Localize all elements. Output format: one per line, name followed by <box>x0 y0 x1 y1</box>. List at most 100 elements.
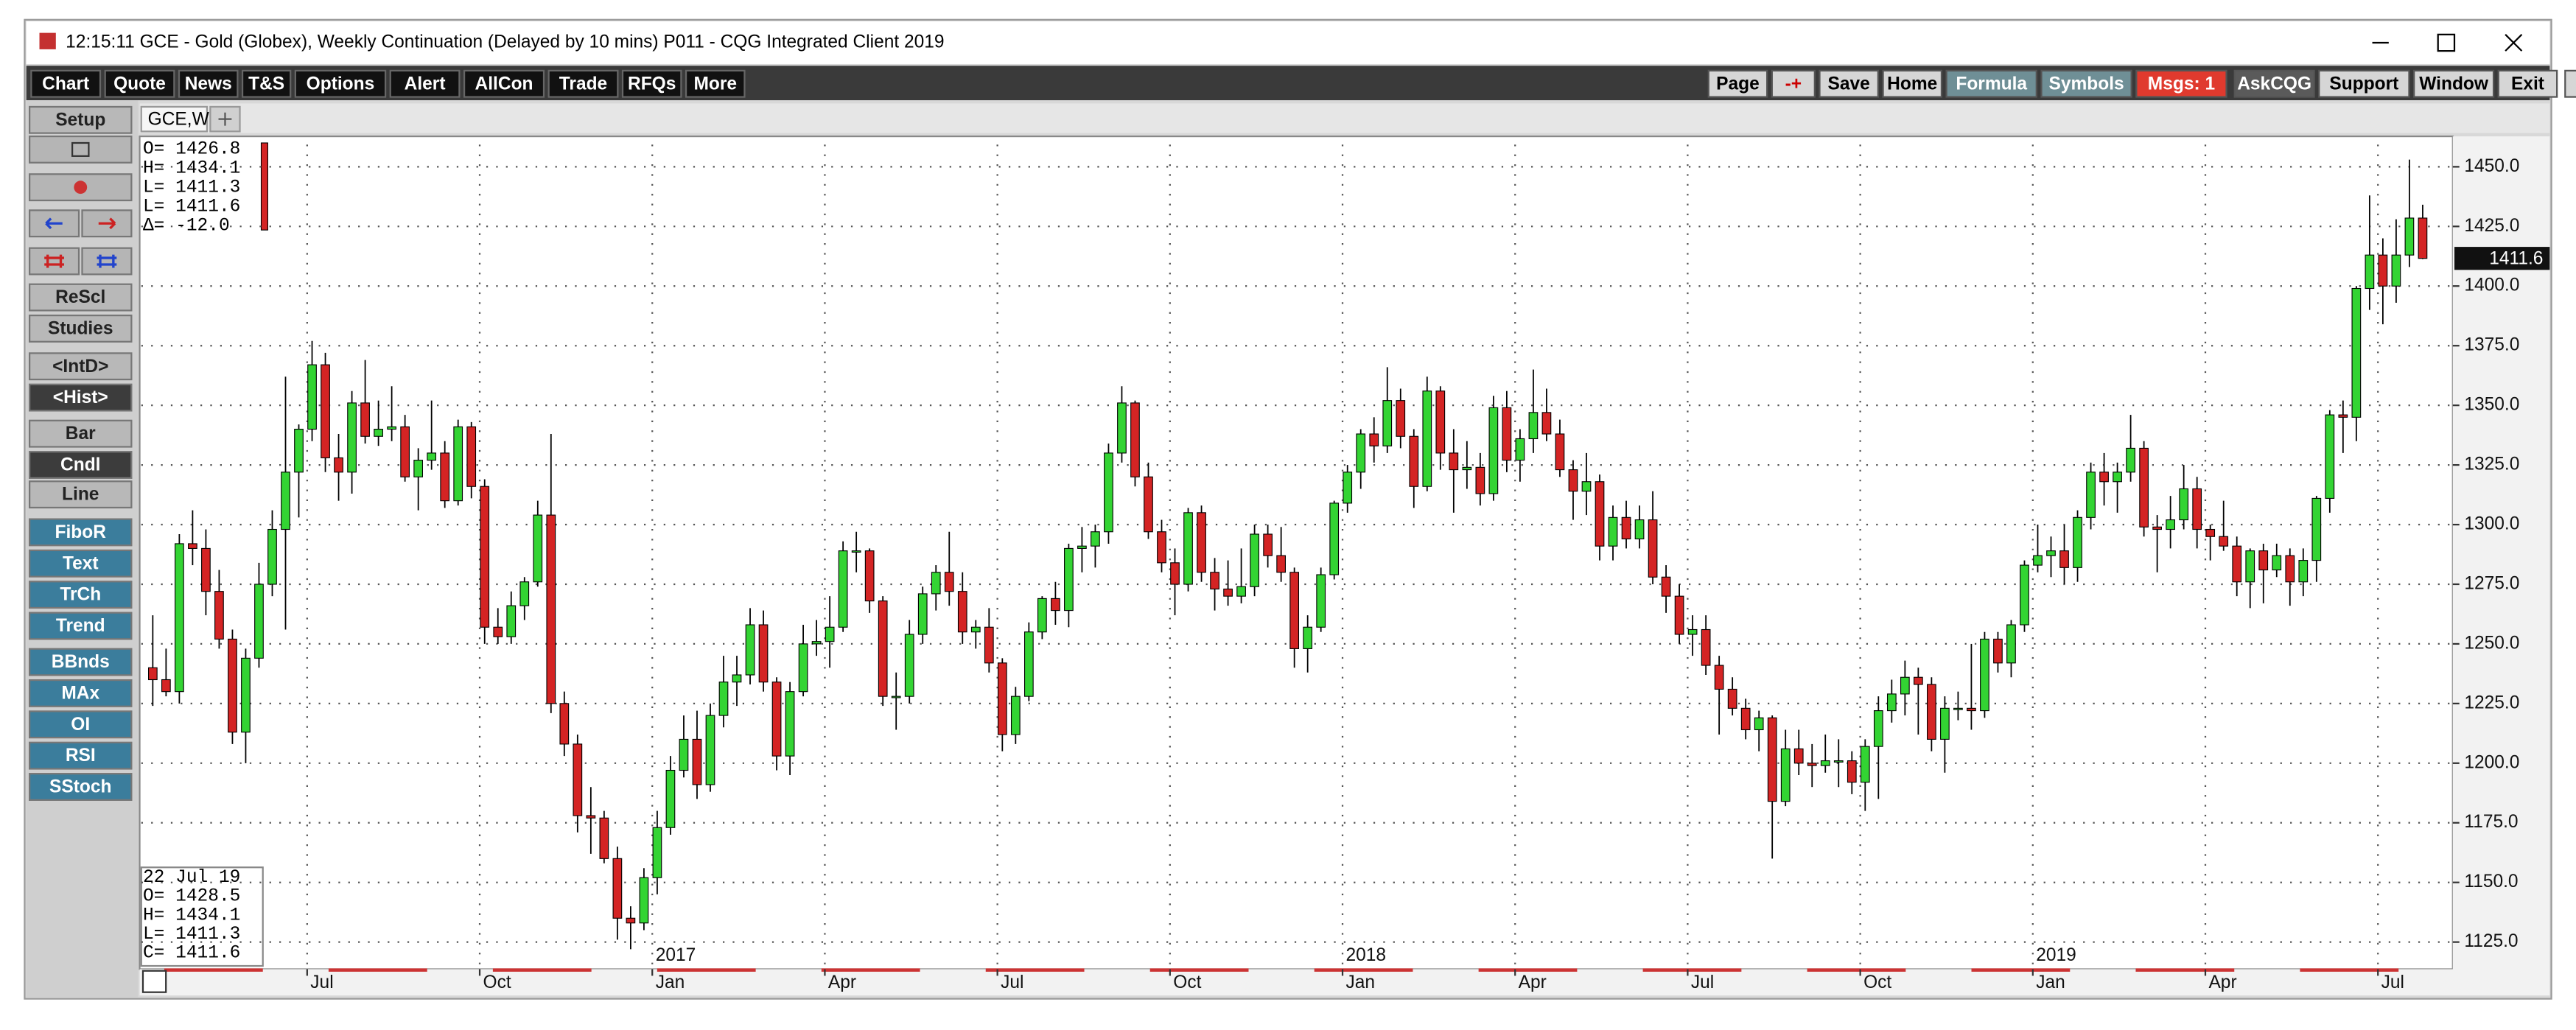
side-button[interactable] <box>29 679 133 707</box>
restore-button[interactable] <box>2564 69 2576 98</box>
side-button-label: MAx <box>61 684 99 704</box>
side-button-label: TrCh <box>60 585 101 605</box>
toolbar-button[interactable] <box>2318 69 2410 98</box>
toolbar-button[interactable] <box>2233 69 2315 98</box>
candle-body <box>2033 555 2043 566</box>
maximize-button[interactable] <box>2437 33 2456 52</box>
candle-body <box>2258 550 2269 571</box>
side-button[interactable] <box>29 383 133 412</box>
candle-body <box>878 600 888 697</box>
print-icon <box>71 141 90 157</box>
toolbar-button-label: Alert <box>405 74 446 94</box>
side-button-label: ReScl <box>55 287 105 307</box>
x-tick-label: Oct <box>1173 973 1201 992</box>
x-tick-label: Jul <box>2381 973 2404 992</box>
side-button[interactable] <box>29 648 133 676</box>
print-button[interactable] <box>29 135 133 164</box>
side-button-label: Trend <box>56 616 105 636</box>
candle-body <box>1621 516 1631 540</box>
toolbar-button-label: RFQs <box>628 74 676 94</box>
candle-body <box>692 738 702 785</box>
side-button[interactable] <box>29 549 133 578</box>
toolbar-button[interactable] <box>1882 69 1943 98</box>
candle-body <box>1010 696 1021 735</box>
side-button-label: Cndl <box>60 455 100 475</box>
side-button[interactable] <box>29 480 133 509</box>
toolbar-button[interactable] <box>2040 69 2132 98</box>
color-icon <box>74 181 88 195</box>
toolbar-button[interactable] <box>621 69 682 98</box>
candle-body <box>1037 598 1047 633</box>
toolbar-button[interactable] <box>241 69 292 98</box>
title-bar <box>26 21 2550 64</box>
zoom-in-button[interactable] <box>29 247 80 276</box>
toolbar-button[interactable] <box>547 69 619 98</box>
toolbar-button-label: Options <box>307 74 375 94</box>
toolbar-button[interactable] <box>2135 69 2227 98</box>
y-tick-label: 1200.0 <box>2464 752 2519 772</box>
toolbar-button[interactable] <box>294 69 387 98</box>
candle-body <box>281 472 290 530</box>
candle-body <box>2113 472 2122 483</box>
side-button[interactable] <box>29 741 133 770</box>
toolbar-button-label: Window <box>2419 74 2489 94</box>
candle-body <box>2126 447 2135 473</box>
icon-buttons <box>29 135 133 276</box>
side-button[interactable] <box>29 518 133 547</box>
side-button[interactable] <box>29 710 133 739</box>
toolbar-button[interactable] <box>2413 69 2495 98</box>
candle-body <box>1263 533 1273 556</box>
toolbar-button[interactable] <box>2497 69 2558 98</box>
candle-body <box>427 452 437 461</box>
toolbar-button[interactable] <box>104 69 175 98</box>
toolbar-button[interactable] <box>389 69 461 98</box>
candle-body <box>2086 472 2096 518</box>
close-button[interactable] <box>2505 34 2523 52</box>
toolbar-button[interactable] <box>463 69 545 98</box>
candle-body <box>997 662 1007 735</box>
toolbar-button[interactable] <box>685 69 746 98</box>
toolbar-button[interactable] <box>178 69 239 98</box>
chart-tab[interactable] <box>140 105 209 133</box>
side-button[interactable] <box>29 283 133 312</box>
toolbar-button-label: Trade <box>559 74 607 94</box>
side-button[interactable] <box>29 451 133 479</box>
scroll-box[interactable] <box>141 970 167 993</box>
side-button[interactable] <box>29 419 133 448</box>
toolbar-button-label: T&S <box>248 74 284 94</box>
candle-body <box>2179 488 2189 521</box>
x-tick-label: Apr <box>1519 973 1547 992</box>
candle-body <box>2351 287 2362 418</box>
toolbar-button[interactable] <box>1819 69 1879 98</box>
toolbar-button[interactable] <box>1945 69 2037 98</box>
toolbar-button[interactable] <box>1771 69 1816 98</box>
side-button[interactable] <box>29 314 133 343</box>
candle-body <box>1236 586 1246 597</box>
toolbar-button[interactable] <box>1707 69 1768 98</box>
side-button[interactable] <box>29 581 133 609</box>
side-button-label: Line <box>62 485 99 505</box>
toolbar-button[interactable] <box>30 69 102 98</box>
candle-body <box>1767 717 1777 802</box>
y-tick-label: 1300.0 <box>2464 514 2519 534</box>
toolbar-button-label: Msgs: 1 <box>2148 74 2215 94</box>
x-tick-label: Jan <box>656 973 685 992</box>
info-bottom-line: 22 Jul 19 <box>143 868 240 888</box>
candle-body <box>1343 472 1353 504</box>
candle-body <box>1170 562 1180 585</box>
candle-body <box>1250 533 1259 587</box>
candle-body <box>2020 564 2029 626</box>
side-button[interactable] <box>29 612 133 640</box>
candle-body <box>718 682 729 716</box>
side-button[interactable] <box>29 773 133 801</box>
zoom-out-button[interactable] <box>81 247 133 276</box>
zoom-out-icon <box>97 254 117 268</box>
toolbar-button-label: Save <box>1828 74 1870 94</box>
x-tick-label: Jul <box>1691 973 1714 992</box>
candle-body <box>2285 555 2295 583</box>
candle-body <box>1435 390 1446 454</box>
side-button[interactable] <box>29 352 133 381</box>
candle-body <box>851 550 861 553</box>
candle-body <box>1091 531 1100 547</box>
side-button[interactable] <box>29 105 133 134</box>
